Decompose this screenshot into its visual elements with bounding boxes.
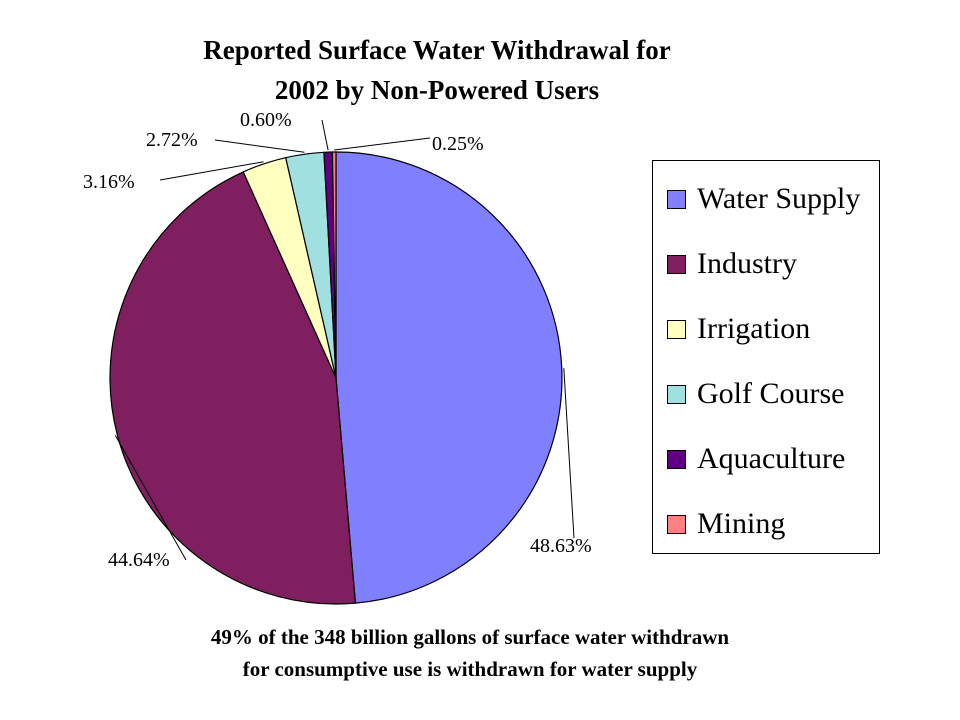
pie-slice-industry <box>109 171 357 605</box>
legend-item-industry: Industry <box>667 247 797 280</box>
data-labels: 48.63% 44.64% 3.16% 2.72% 0.60% 0.25% <box>83 109 592 571</box>
chart-title-line-1: Reported Surface Water Withdrawal for <box>203 35 671 65</box>
legend-item-mining: Mining <box>667 507 786 540</box>
leader-line-mining <box>334 137 431 151</box>
legend-label-industry: Industry <box>697 247 797 280</box>
legend-label-aquaculture: Aquaculture <box>697 442 846 475</box>
chart-title-line-2: 2002 by Non-Powered Users <box>274 75 600 105</box>
legend-swatch-aquaculture <box>667 449 686 469</box>
data-label-golf-course: 2.72% <box>146 129 198 151</box>
legend-swatch-golf-course <box>667 384 686 404</box>
leader-lines <box>114 119 575 561</box>
legend-label-water-supply: Water Supply <box>697 182 861 215</box>
pie-slice-water-supply <box>335 151 563 604</box>
leader-line-irrigation <box>159 161 264 181</box>
legend-swatch-irrigation <box>667 319 686 339</box>
leader-line-golf-course <box>214 139 305 153</box>
data-label-aquaculture: 0.60% <box>240 109 292 131</box>
legend-label-golf-course: Golf Course <box>697 377 845 410</box>
legend-swatch-mining <box>667 514 686 534</box>
data-label-water-supply: 48.63% <box>530 535 592 557</box>
legend-item-water-supply: Water Supply <box>667 182 861 215</box>
legend-swatch-industry <box>667 254 686 274</box>
data-label-industry: 44.64% <box>108 549 170 571</box>
legend-item-golf-course: Golf Course <box>667 377 845 410</box>
legend-swatch-water-supply <box>667 189 686 209</box>
leader-line-water-supply <box>563 368 575 539</box>
chart-title: Reported Surface Water Withdrawal for 20… <box>0 30 874 110</box>
legend-item-aquaculture: Aquaculture <box>667 442 846 475</box>
chart-caption: 49% of the 348 billion gallons of surfac… <box>0 621 940 685</box>
pie-slices <box>109 151 563 605</box>
leader-line-aquaculture <box>321 119 329 151</box>
legend: Water Supply Industry Irrigation Golf Cours… <box>652 160 880 554</box>
legend-label-mining: Mining <box>697 507 786 540</box>
pie-slice-mining <box>331 151 337 379</box>
leader-line-industry <box>114 435 187 561</box>
legend-label-irrigation: Irrigation <box>697 312 811 345</box>
data-label-irrigation: 3.16% <box>83 171 135 193</box>
caption-line-1: 49% of the 348 billion gallons of surfac… <box>210 625 730 649</box>
legend-item-irrigation: Irrigation <box>667 312 811 345</box>
caption-line-2: for consumptive use is withdrawn for wat… <box>242 657 698 681</box>
data-label-mining: 0.25% <box>432 133 484 155</box>
